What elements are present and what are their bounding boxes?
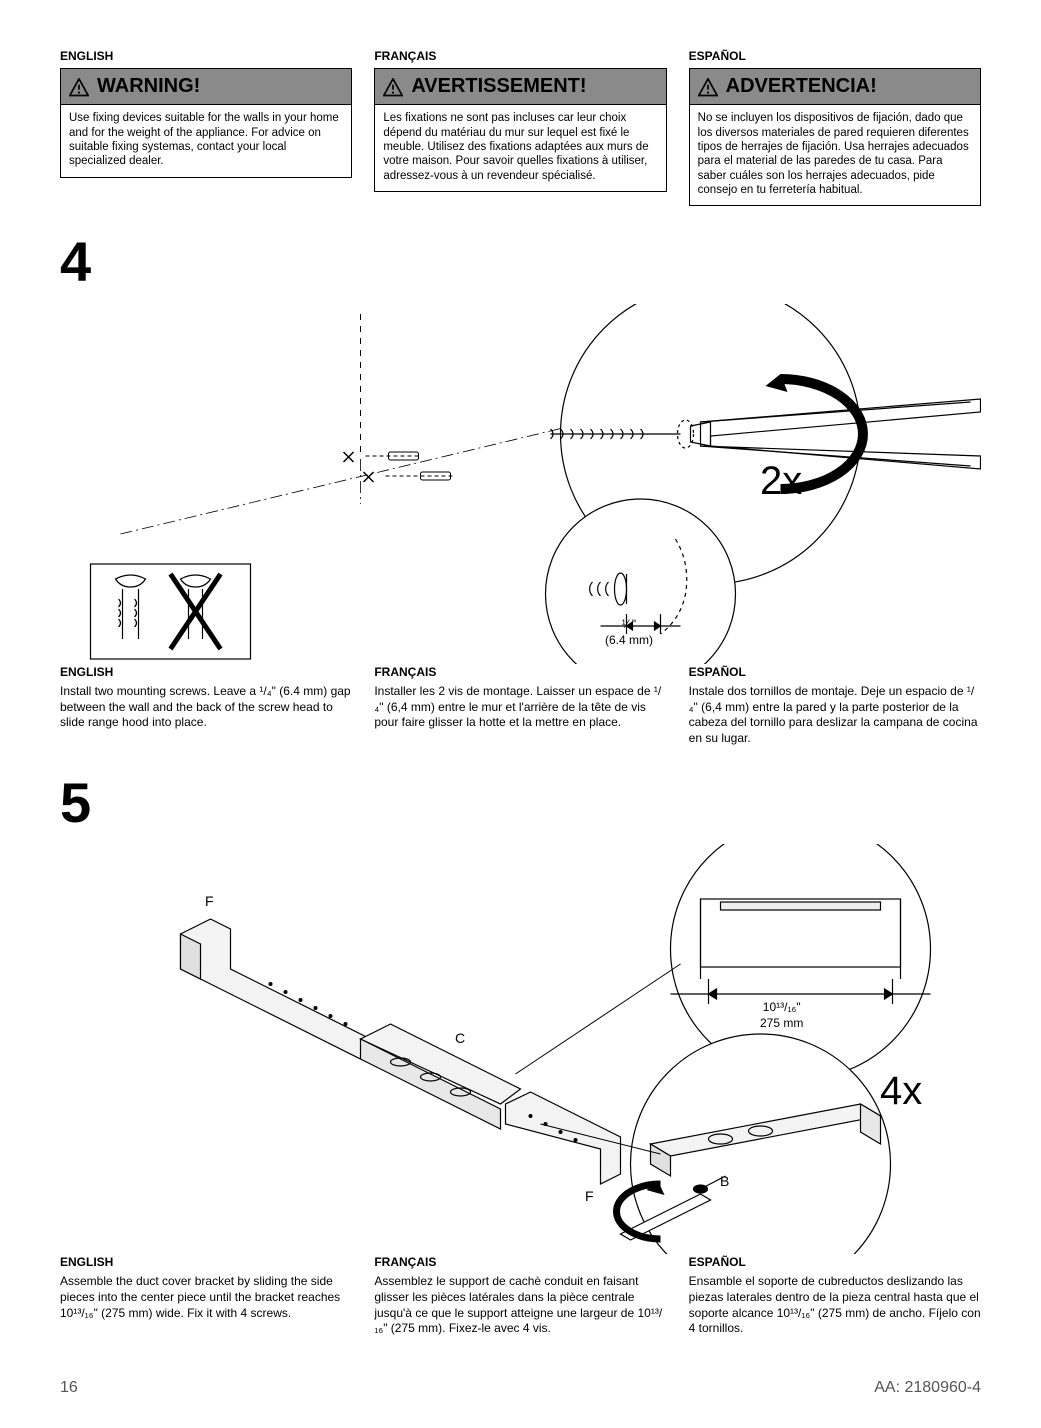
width-mm: 275 mm	[760, 1016, 803, 1030]
lang-label-fr: FRANÇAIS	[374, 48, 666, 64]
step5-width: 10¹³/₁₆" 275 mm	[760, 999, 803, 1031]
lang-label-es: ESPAÑOL	[689, 48, 981, 64]
page-footer: 16 AA: 2180960-4	[60, 1377, 981, 1399]
warning-title-en: WARNING!	[97, 73, 200, 100]
step4-text-row: ENGLISH Install two mounting screws. Lea…	[60, 664, 981, 747]
warning-title-fr: AVERTISSEMENT!	[411, 73, 586, 100]
warning-body-en: Use fixing devices suitable for the wall…	[61, 105, 351, 177]
warning-col-fr: FRANÇAIS AVERTISSEMENT! Les fixations ne…	[374, 48, 666, 206]
lang-label-en: ENGLISH	[60, 48, 352, 64]
warning-triangle-icon	[698, 78, 718, 96]
gap-mm: (6.4 mm)	[605, 633, 653, 647]
step4-diagram: 2x ¼" (6.4 mm)	[60, 304, 981, 664]
step4-gap: ¼" (6.4 mm)	[605, 616, 653, 648]
step5-body-en: Assemble the duct cover bracket by slidi…	[60, 1274, 352, 1321]
warning-header-en: WARNING!	[61, 69, 351, 105]
step4-number: 4	[60, 224, 981, 300]
step5-number: 5	[60, 765, 981, 841]
step4-qty: 2x	[760, 454, 802, 508]
warning-box-fr: AVERTISSEMENT! Les fixations ne sont pas…	[374, 68, 666, 192]
width-inches: 10¹³/₁₆"	[763, 1000, 801, 1014]
lang-label-fr-4: FRANÇAIS	[374, 664, 666, 680]
step5-part-f1: F	[205, 892, 214, 911]
warning-header-fr: AVERTISSEMENT!	[375, 69, 665, 105]
lang-label-es-4: ESPAÑOL	[689, 664, 981, 680]
warning-title-es: ADVERTENCIA!	[726, 73, 877, 100]
warning-col-es: ESPAÑOL ADVERTENCIA! No se incluyen los …	[689, 48, 981, 206]
step4-body-es: Instale dos tornillos de montaje. Deje u…	[689, 684, 981, 746]
doc-number: AA: 2180960-4	[874, 1377, 981, 1399]
warning-triangle-icon	[69, 78, 89, 96]
gap-inches: ¼"	[622, 617, 636, 631]
step5-part-c: C	[455, 1029, 465, 1048]
warning-header-es: ADVERTENCIA!	[690, 69, 980, 105]
step5-part-f2: F	[585, 1187, 594, 1206]
warning-triangle-icon	[383, 78, 403, 96]
step4-body-en: Install two mounting screws. Leave a ¹/₄…	[60, 684, 352, 731]
warning-col-en: ENGLISH WARNING! Use fixing devices suit…	[60, 48, 352, 206]
step4-body-fr: Installer les 2 vis de montage. Laisser …	[374, 684, 666, 731]
step5-part-b: B	[720, 1172, 729, 1191]
step5-body-fr: Assemblez le support de cachè conduit en…	[374, 1274, 666, 1336]
warning-box-es: ADVERTENCIA! No se incluyen los disposit…	[689, 68, 981, 206]
step5-diagram: F C F B 4x 10¹³/₁₆" 275 mm	[60, 844, 981, 1254]
warning-row: ENGLISH WARNING! Use fixing devices suit…	[60, 48, 981, 206]
warning-body-fr: Les fixations ne sont pas incluses car l…	[375, 105, 665, 191]
lang-label-es-5: ESPAÑOL	[689, 1254, 981, 1270]
step5-body-es: Ensamble el soporte de cubreductos desli…	[689, 1274, 981, 1336]
warning-body-es: No se incluyen los dispositivos de fijac…	[690, 105, 980, 205]
step5-qty: 4x	[880, 1064, 922, 1118]
lang-label-en-4: ENGLISH	[60, 664, 352, 680]
step5-text-row: ENGLISH Assemble the duct cover bracket …	[60, 1254, 981, 1337]
warning-box-en: WARNING! Use fixing devices suitable for…	[60, 68, 352, 178]
lang-label-en-5: ENGLISH	[60, 1254, 352, 1270]
lang-label-fr-5: FRANÇAIS	[374, 1254, 666, 1270]
page-number: 16	[60, 1377, 78, 1399]
